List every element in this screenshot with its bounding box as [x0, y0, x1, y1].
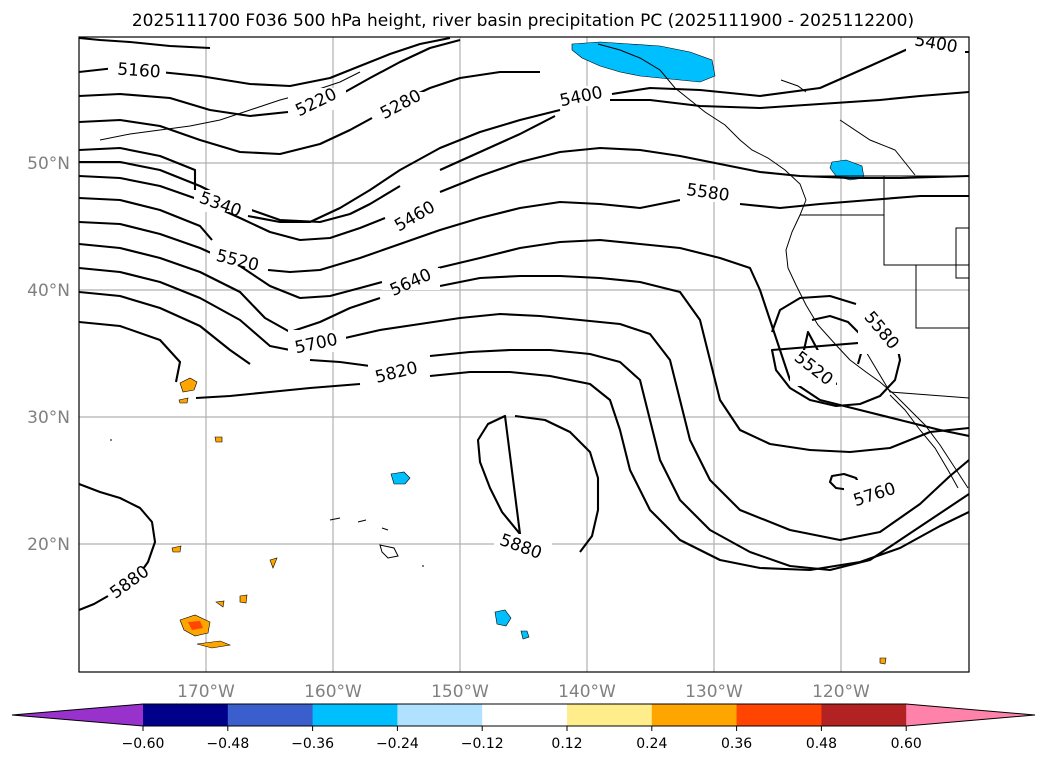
colorbar-segment — [567, 704, 653, 726]
map-area: 5160 5220 5280 5400 5400 5340 5460 5520 … — [79, 37, 969, 672]
lon-tick-label: 160°W — [304, 682, 362, 702]
lon-tick-label: 150°W — [431, 682, 489, 702]
precip-area-west-6 — [196, 640, 232, 649]
colorbar — [11, 703, 1036, 727]
contour-5760 — [79, 290, 969, 572]
colorbar-tick-label: 0.12 — [551, 736, 582, 752]
contour-5340 — [79, 47, 969, 224]
colorbar-segment — [651, 704, 738, 726]
contour-5880-west — [79, 483, 157, 611]
colorbar-tick-label: 0.24 — [636, 736, 667, 752]
map-frame — [78, 36, 970, 673]
colorbar-tick-label: 0.36 — [721, 736, 752, 752]
contour-5400 — [79, 90, 969, 224]
colorbar-tick-label: −0.36 — [291, 736, 334, 752]
precip-area-west-3 — [214, 436, 223, 443]
contour-5100 — [79, 37, 211, 50]
precip-shading — [171, 41, 887, 665]
colorbar-segment — [736, 704, 822, 726]
colorbar-tick-label: −0.60 — [122, 736, 165, 752]
precip-area-west-8 — [239, 594, 248, 604]
lon-tick-label: 140°W — [558, 682, 616, 702]
contour-5580-low — [770, 294, 902, 408]
lon-tick-label: 130°W — [685, 682, 743, 702]
colorbar-tick-label: 0.60 — [891, 736, 922, 752]
precip-area-west-2 — [178, 397, 189, 404]
contour-5640 — [79, 242, 969, 454]
lon-tick-label: 120°W — [812, 682, 870, 702]
precip-area-west-4 — [171, 545, 182, 553]
lat-tick-label: 30°N — [27, 408, 70, 428]
contour-5820 — [79, 320, 969, 572]
colorbar-extend-high — [906, 704, 1035, 726]
lat-tick-label: 20°N — [27, 535, 70, 555]
precip-area-gulf-alaska — [571, 41, 716, 83]
lat-tick-label: 40°N — [27, 281, 70, 301]
contour-5580 — [79, 220, 969, 438]
precip-area-hawaii-north — [390, 471, 411, 485]
lat-tick-label: 50°N — [27, 154, 70, 174]
precip-area-south-1 — [494, 609, 512, 627]
colorbar-segment — [821, 704, 907, 726]
colorbar-tick-label: −0.24 — [376, 736, 419, 752]
contour-5700 — [79, 266, 969, 542]
colorbar-extend-low — [12, 704, 143, 726]
colorbar-segment — [397, 704, 483, 726]
lon-tick-label: 170°W — [177, 682, 235, 702]
contour-5460 — [79, 146, 969, 242]
contour-5220 — [79, 38, 461, 118]
precip-area-west-9 — [215, 600, 225, 608]
colorbar-ticks: −0.60 −0.48 −0.36 −0.24 −0.12 0.12 0.24 0.36 0.4… — [122, 726, 922, 752]
colorbar-segment — [312, 704, 398, 726]
colorbar-segment — [143, 704, 229, 726]
chart-title: 2025111700 F036 500 hPa height, river ba… — [132, 11, 914, 31]
colorbar-segment — [227, 704, 314, 726]
colorbar-segment — [482, 704, 568, 726]
precip-area-west-core — [188, 621, 203, 630]
contour-5520 — [79, 194, 969, 274]
height-contours — [79, 37, 969, 611]
contour-label-5160: 5160 — [117, 60, 162, 83]
colorbar-tick-label: −0.12 — [461, 736, 504, 752]
colorbar-tick-label: −0.48 — [206, 736, 249, 752]
precip-area-south-2 — [520, 630, 530, 640]
precip-area-east — [879, 657, 887, 665]
lat-axis: 50°N 40°N 30°N 20°N — [27, 154, 70, 555]
precip-area-west-1 — [179, 377, 198, 393]
contour-5880-center — [476, 414, 600, 553]
lon-axis: 170°W 160°W 150°W 140°W 130°W 120°W — [177, 682, 870, 702]
precip-area-west-7 — [269, 557, 278, 569]
colorbar-tick-label: 0.48 — [806, 736, 837, 752]
